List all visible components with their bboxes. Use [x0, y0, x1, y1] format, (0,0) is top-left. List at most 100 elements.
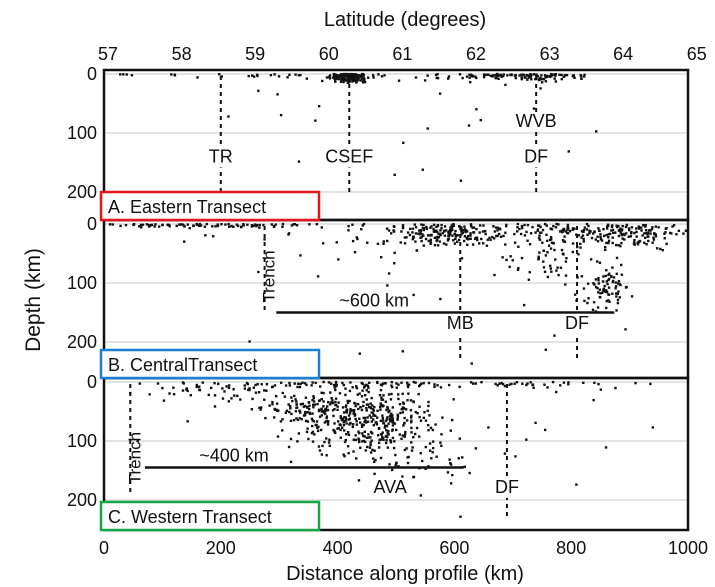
earthquake-point [386, 284, 389, 287]
earthquake-point [497, 77, 500, 81]
earthquake-point [427, 400, 430, 404]
earthquake-point [439, 229, 442, 232]
earthquake-point [499, 235, 503, 238]
earthquake-point [214, 225, 217, 228]
earthquake-point [363, 393, 367, 397]
earthquake-point [353, 414, 357, 417]
earthquake-point [449, 429, 452, 432]
earthquake-point [556, 266, 559, 269]
earthquake-point [367, 76, 370, 79]
earthquake-point [119, 73, 122, 76]
labels: TR CSEF DF WVB 0 100 200 A. Eastern Transect Tre… [67, 44, 708, 558]
earthquake-point [605, 241, 608, 245]
earthquake-point [504, 243, 507, 246]
earthquake-point [553, 77, 556, 80]
earthquake-point [362, 423, 365, 427]
earthquake-point [418, 405, 421, 408]
earthquake-point [387, 229, 391, 232]
earthquake-point [312, 396, 315, 400]
earthquake-point [551, 380, 555, 384]
earthquake-point [426, 409, 429, 412]
earthquake-point [598, 295, 602, 299]
earthquake-point [186, 420, 189, 423]
earthquake-point [365, 403, 369, 406]
earthquake-point [362, 404, 365, 408]
earthquake-point [522, 303, 526, 307]
earthquake-point [287, 232, 291, 235]
panel-points [119, 72, 598, 182]
earthquake-point [435, 225, 438, 229]
earthquake-point [232, 225, 235, 229]
earthquake-point [383, 74, 386, 77]
earthquake-point [355, 236, 359, 239]
earthquake-point [440, 444, 443, 447]
earthquake-point [348, 80, 352, 83]
earthquake-point [591, 308, 595, 312]
earthquake-point [310, 424, 314, 428]
earthquake-point [438, 232, 441, 235]
earthquake-point [615, 224, 618, 227]
earthquake-point [172, 392, 176, 396]
earthquake-point [554, 72, 558, 76]
earthquake-point [602, 275, 605, 278]
earthquake-point [340, 76, 343, 79]
earthquake-point [366, 416, 369, 419]
earthquake-point [293, 382, 296, 385]
earthquake-point [346, 399, 349, 403]
earthquake-point [432, 223, 436, 227]
earthquake-point [259, 408, 262, 411]
earthquake-point [596, 286, 599, 290]
earthquake-point [590, 236, 594, 240]
earthquake-point [390, 384, 393, 387]
earthquake-point [605, 233, 608, 237]
earthquake-point [647, 229, 651, 232]
earthquake-point [318, 415, 322, 418]
earthquake-point [288, 404, 292, 408]
earthquake-point [355, 75, 359, 79]
earthquake-point [384, 400, 387, 403]
earthquake-point [602, 289, 605, 293]
earthquake-point [366, 420, 370, 423]
earthquake-point [252, 386, 255, 389]
earthquake-point [257, 89, 260, 93]
earthquake-point [509, 255, 512, 258]
earthquake-point [326, 408, 330, 412]
earthquake-point [420, 235, 424, 239]
earthquake-point [402, 424, 405, 427]
earthquake-point [456, 234, 459, 237]
earthquake-point [635, 235, 638, 238]
earthquake-point [652, 238, 656, 241]
earthquake-point [540, 74, 543, 77]
earthquake-point [338, 77, 341, 81]
earthquake-point [319, 428, 323, 432]
earthquake-point [449, 226, 452, 229]
earthquake-point [154, 223, 157, 226]
earthquake-point [598, 261, 602, 264]
feature-label: TR [209, 146, 233, 166]
earthquake-point [452, 223, 455, 226]
earthquake-point [342, 80, 345, 84]
earthquake-point [281, 429, 284, 432]
earthquake-point [247, 388, 250, 392]
earthquake-point [414, 76, 418, 79]
earthquake-point [540, 231, 543, 234]
y-tick-label: 100 [67, 431, 97, 451]
earthquake-point [216, 223, 219, 226]
earthquake-point [148, 225, 151, 228]
earthquake-point [362, 74, 366, 77]
earthquake-point [379, 383, 383, 386]
top-tick-label: 57 [98, 44, 118, 64]
earthquake-point [341, 418, 345, 421]
earthquake-point [454, 235, 458, 238]
earthquake-point [325, 415, 329, 418]
earthquake-point [583, 226, 587, 229]
earthquake-point [345, 74, 348, 77]
earthquake-point [285, 409, 289, 412]
earthquake-point [196, 76, 199, 79]
earthquake-point [361, 440, 364, 443]
earthquake-point [619, 244, 622, 248]
earthquake-point [287, 403, 290, 406]
earthquake-point [361, 432, 364, 435]
earthquake-point [479, 118, 482, 122]
